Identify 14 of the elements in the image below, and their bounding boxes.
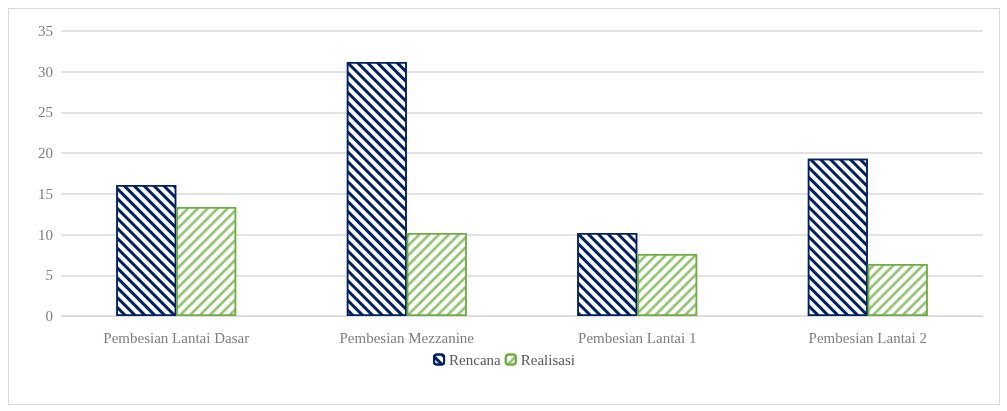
y-tick-label: 30	[38, 63, 53, 80]
x-tick-label: Pembesian Lantai Dasar	[103, 329, 250, 346]
y-tick-label: 35	[38, 23, 53, 39]
legend-label: Realisasi	[520, 351, 575, 368]
y-tick-label: 5	[45, 267, 53, 284]
legend-label: Rencana	[449, 351, 502, 368]
y-tick-label: 15	[38, 185, 53, 202]
x-tick-label: Pembesian Lantai 2	[808, 329, 927, 346]
x-tick-label: Pembesian Lantai 1	[578, 329, 697, 346]
y-tick-label: 25	[38, 104, 53, 121]
y-tick-label: 20	[38, 145, 53, 162]
y-tick-label: 10	[38, 226, 53, 243]
x-tick-label: Pembesian Mezzanine	[339, 329, 475, 346]
y-tick-label: 0	[45, 308, 53, 324]
